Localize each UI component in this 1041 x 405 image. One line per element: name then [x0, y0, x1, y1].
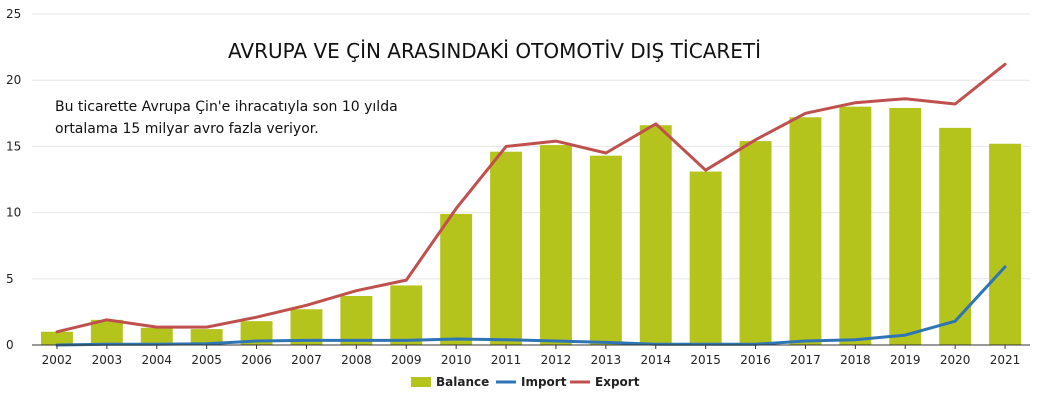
x-tick-label: 2008 [341, 353, 372, 367]
legend-swatch-balance [411, 377, 431, 387]
x-tick-label: 2007 [291, 353, 322, 367]
series-line-import [55, 265, 1007, 347]
bar-balance [739, 141, 772, 345]
x-tick-label: 2017 [790, 353, 821, 367]
bar-balance [40, 331, 73, 345]
bar-balance [989, 143, 1022, 345]
bar-balance [390, 285, 423, 345]
legend-label-balance: Balance [436, 375, 489, 389]
x-tick-label: 2021 [990, 353, 1021, 367]
x-tick-label: 2003 [92, 353, 123, 367]
x-tick-label: 2004 [141, 353, 172, 367]
bar-balance [689, 171, 722, 345]
legend: Balance Import Export [411, 375, 640, 389]
bar-balance [490, 151, 523, 345]
x-tick-label: 2014 [640, 353, 671, 367]
x-tick-label: 2011 [491, 353, 522, 367]
axes: 0 5 10 15 20 25 2002 2003 2004 2005 2006 2007 2008 20… [6, 7, 1030, 367]
bar-balance [190, 329, 223, 345]
legend-label-import: Import [521, 375, 567, 389]
chart-title: AVRUPA VE ÇİN ARASINDAKİ OTOMOTİV DIŞ Tİ… [228, 39, 761, 63]
x-tick-label: 2013 [591, 353, 622, 367]
y-tick-label: 15 [6, 139, 21, 153]
bar-balance [90, 319, 123, 345]
lines [55, 62, 1007, 347]
bar-balance [440, 213, 473, 345]
bar-balance [140, 327, 173, 345]
bar-balance [789, 117, 822, 345]
x-tick-label: 2002 [42, 353, 73, 367]
y-tick-label: 5 [6, 272, 14, 286]
y-tick-label: 25 [6, 7, 21, 21]
annotation-line-1: Bu ticarette Avrupa Çin'e ihracatıyla so… [55, 99, 398, 115]
x-tick-label: 2016 [740, 353, 771, 367]
y-tick-label: 20 [6, 73, 21, 87]
bar-balance [539, 145, 572, 345]
bar-balance [639, 125, 672, 345]
bar-balance [939, 127, 972, 345]
legend-label-export: Export [595, 375, 640, 389]
x-tick-label: 2015 [690, 353, 721, 367]
y-tick-label: 10 [6, 206, 21, 220]
bar-balance [340, 296, 373, 345]
x-tick-label: 2006 [241, 353, 272, 367]
x-tick-label: 2018 [840, 353, 871, 367]
bar-balance [589, 155, 622, 345]
annotation-line-2: ortalama 15 milyar avro fazla veriyor. [55, 121, 319, 137]
y-tick-label: 0 [6, 338, 14, 352]
series-line-export [55, 62, 1007, 334]
x-tick-label: 2019 [890, 353, 921, 367]
x-tick-label: 2012 [541, 353, 572, 367]
bar-balance [240, 321, 273, 345]
x-tick-label: 2020 [940, 353, 971, 367]
bars [40, 106, 1022, 346]
x-tick-label: 2010 [441, 353, 472, 367]
x-tick-label: 2005 [191, 353, 222, 367]
bar-balance [839, 106, 872, 346]
bar-balance [889, 108, 922, 345]
x-tick-label: 2009 [391, 353, 422, 367]
